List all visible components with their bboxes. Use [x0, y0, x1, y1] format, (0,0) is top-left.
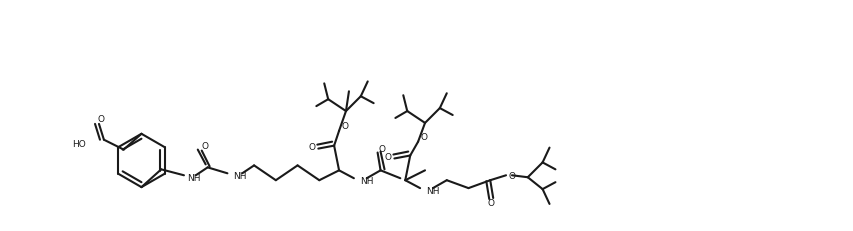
- Text: O: O: [378, 144, 385, 153]
- Text: NH: NH: [233, 171, 247, 180]
- Text: O: O: [309, 143, 316, 152]
- Text: O: O: [341, 122, 348, 131]
- Text: NH: NH: [359, 176, 373, 185]
- Text: O: O: [508, 171, 515, 180]
- Text: O: O: [97, 115, 104, 124]
- Text: NH: NH: [426, 186, 439, 195]
- Text: O: O: [385, 152, 392, 161]
- Text: NH: NH: [187, 173, 200, 182]
- Text: O: O: [201, 142, 208, 150]
- Text: O: O: [487, 199, 494, 207]
- Text: O: O: [420, 133, 427, 142]
- Text: HO: HO: [73, 140, 86, 149]
